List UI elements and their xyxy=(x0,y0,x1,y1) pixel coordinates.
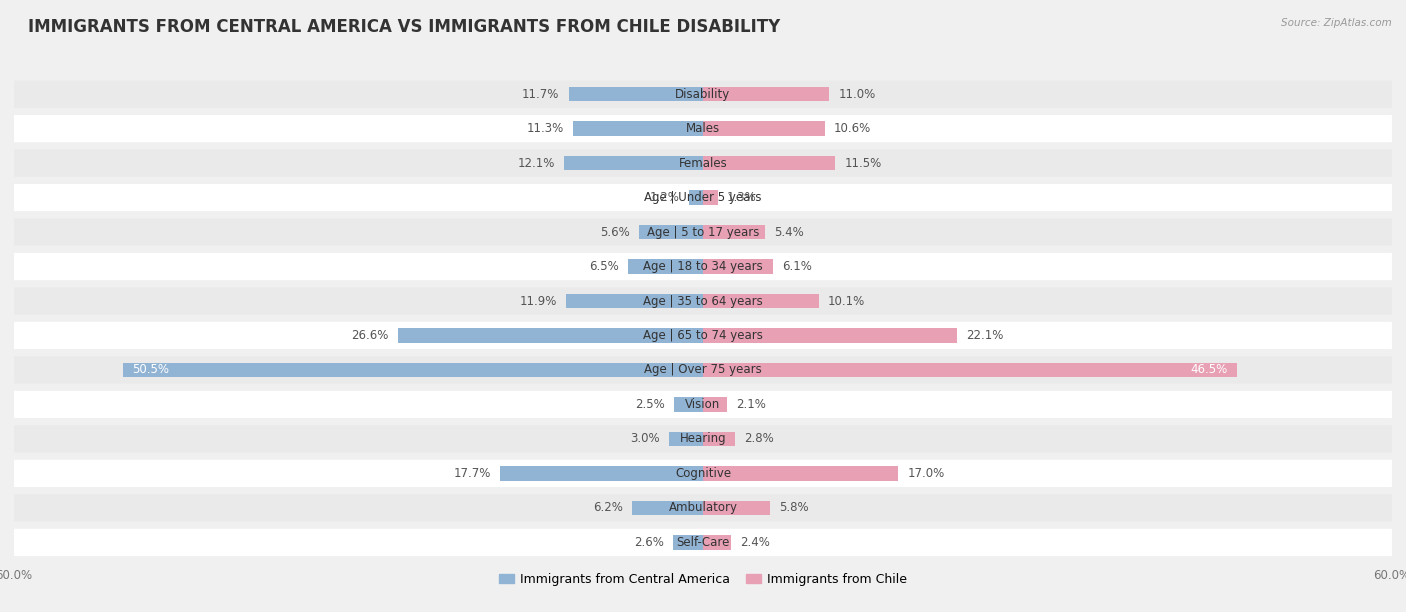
FancyBboxPatch shape xyxy=(14,460,1392,487)
Legend: Immigrants from Central America, Immigrants from Chile: Immigrants from Central America, Immigra… xyxy=(495,568,911,591)
FancyBboxPatch shape xyxy=(14,391,1392,418)
Text: 5.4%: 5.4% xyxy=(775,226,804,239)
Text: 5.6%: 5.6% xyxy=(600,226,630,239)
Text: 11.7%: 11.7% xyxy=(522,88,560,100)
Text: Age | 5 to 17 years: Age | 5 to 17 years xyxy=(647,226,759,239)
Text: 46.5%: 46.5% xyxy=(1191,364,1227,376)
Text: 1.2%: 1.2% xyxy=(650,191,681,204)
Bar xyxy=(703,466,898,480)
Text: 2.4%: 2.4% xyxy=(740,536,769,549)
Bar xyxy=(574,121,703,136)
Text: 11.0%: 11.0% xyxy=(838,88,876,100)
Text: Age | Under 5 years: Age | Under 5 years xyxy=(644,191,762,204)
Text: 3.0%: 3.0% xyxy=(630,433,659,446)
Bar xyxy=(124,363,703,377)
FancyBboxPatch shape xyxy=(14,218,1392,245)
Bar xyxy=(568,87,703,102)
Bar xyxy=(703,328,956,343)
Bar xyxy=(628,259,703,274)
Bar xyxy=(631,501,703,515)
Text: 6.1%: 6.1% xyxy=(782,260,813,273)
Bar xyxy=(703,431,735,446)
Text: 12.1%: 12.1% xyxy=(517,157,555,170)
Text: 2.8%: 2.8% xyxy=(744,433,775,446)
FancyBboxPatch shape xyxy=(14,425,1392,452)
Bar xyxy=(567,294,703,308)
Text: Females: Females xyxy=(679,157,727,170)
Text: 11.9%: 11.9% xyxy=(520,294,557,307)
Bar xyxy=(703,190,718,205)
Text: IMMIGRANTS FROM CENTRAL AMERICA VS IMMIGRANTS FROM CHILE DISABILITY: IMMIGRANTS FROM CENTRAL AMERICA VS IMMIG… xyxy=(28,18,780,36)
FancyBboxPatch shape xyxy=(14,356,1392,384)
Text: 1.3%: 1.3% xyxy=(727,191,756,204)
Bar xyxy=(564,156,703,170)
Text: Age | 65 to 74 years: Age | 65 to 74 years xyxy=(643,329,763,342)
Text: 10.6%: 10.6% xyxy=(834,122,872,135)
Bar xyxy=(703,156,835,170)
Bar xyxy=(703,363,1237,377)
Text: 17.7%: 17.7% xyxy=(453,467,491,480)
Bar xyxy=(669,431,703,446)
FancyBboxPatch shape xyxy=(14,494,1392,521)
Bar xyxy=(703,225,765,239)
Bar xyxy=(398,328,703,343)
Text: 2.1%: 2.1% xyxy=(737,398,766,411)
Text: Vision: Vision xyxy=(685,398,721,411)
Bar xyxy=(703,259,773,274)
Text: 50.5%: 50.5% xyxy=(132,364,169,376)
FancyBboxPatch shape xyxy=(14,81,1392,108)
Text: 26.6%: 26.6% xyxy=(352,329,388,342)
Text: 5.8%: 5.8% xyxy=(779,501,808,514)
FancyBboxPatch shape xyxy=(14,149,1392,177)
FancyBboxPatch shape xyxy=(14,253,1392,280)
Text: Age | 18 to 34 years: Age | 18 to 34 years xyxy=(643,260,763,273)
Text: Ambulatory: Ambulatory xyxy=(668,501,738,514)
Text: Hearing: Hearing xyxy=(679,433,727,446)
Text: 11.5%: 11.5% xyxy=(844,157,882,170)
Text: 22.1%: 22.1% xyxy=(966,329,1004,342)
Text: Males: Males xyxy=(686,122,720,135)
Text: 6.2%: 6.2% xyxy=(593,501,623,514)
Text: 2.5%: 2.5% xyxy=(636,398,665,411)
FancyBboxPatch shape xyxy=(14,184,1392,211)
Text: 2.6%: 2.6% xyxy=(634,536,664,549)
Bar xyxy=(675,397,703,412)
Bar xyxy=(703,87,830,102)
Text: 6.5%: 6.5% xyxy=(589,260,619,273)
Bar xyxy=(703,121,825,136)
Text: Age | 35 to 64 years: Age | 35 to 64 years xyxy=(643,294,763,307)
Text: Source: ZipAtlas.com: Source: ZipAtlas.com xyxy=(1281,18,1392,28)
Bar xyxy=(703,535,731,550)
FancyBboxPatch shape xyxy=(14,322,1392,349)
FancyBboxPatch shape xyxy=(14,288,1392,315)
Text: Self-Care: Self-Care xyxy=(676,536,730,549)
Text: Disability: Disability xyxy=(675,88,731,100)
Bar xyxy=(499,466,703,480)
Bar xyxy=(673,535,703,550)
Text: 11.3%: 11.3% xyxy=(527,122,564,135)
Text: 17.0%: 17.0% xyxy=(907,467,945,480)
Bar xyxy=(638,225,703,239)
FancyBboxPatch shape xyxy=(14,529,1392,556)
Bar xyxy=(703,397,727,412)
Text: Age | Over 75 years: Age | Over 75 years xyxy=(644,364,762,376)
Bar xyxy=(703,501,769,515)
FancyBboxPatch shape xyxy=(14,115,1392,142)
Bar xyxy=(703,294,818,308)
Text: 10.1%: 10.1% xyxy=(828,294,866,307)
Bar xyxy=(689,190,703,205)
Text: Cognitive: Cognitive xyxy=(675,467,731,480)
